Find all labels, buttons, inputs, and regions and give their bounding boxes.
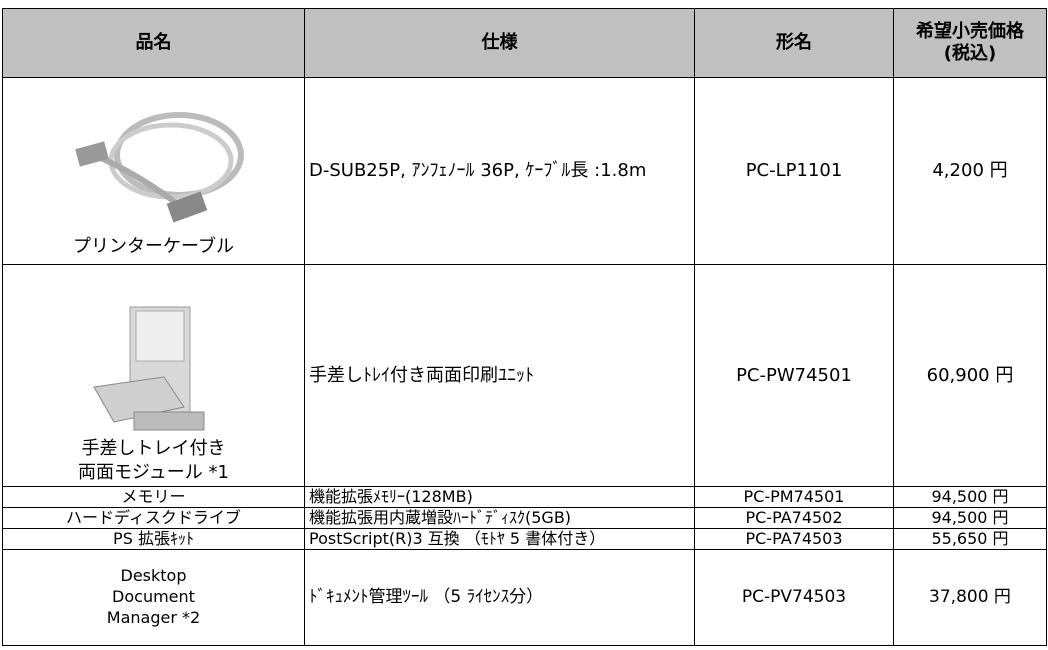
name-text: 両面モジュール *1 bbox=[78, 461, 229, 483]
row: PS 拡張ｷｯﾄ PostScript(R)3 互換 （ﾓﾄﾔ 5 書体付き） … bbox=[2, 528, 1047, 550]
price-cell: 4,200 円 bbox=[893, 77, 1047, 265]
model-cell: PC-PW74501 bbox=[694, 264, 894, 487]
row: メモリー 機能拡張ﾒﾓﾘｰ(128MB) PC-PM74501 94,500 円 bbox=[2, 486, 1047, 508]
name-cell: Desktop Document Manager *2 bbox=[2, 549, 305, 646]
price-cell: 60,900 円 bbox=[893, 264, 1047, 487]
name-text: プリンターケーブル bbox=[73, 235, 234, 257]
header-cell: 希望小売価格 (税込) bbox=[893, 8, 1047, 78]
spec-cell: ﾄﾞｷｭﾒﾝﾄ管理ﾂｰﾙ （5 ﾗｲｾﾝｽ分） bbox=[304, 549, 695, 646]
spec-cell: D-SUB25P, ｱﾝﾌｪﾉｰﾙ 36P, ｹｰﾌﾞﾙ長 :1.8m bbox=[304, 77, 695, 265]
header-cell: 形名 bbox=[694, 8, 894, 78]
model-cell: PC-LP1101 bbox=[694, 77, 894, 265]
spec-cell: PostScript(R)3 互換 （ﾓﾄﾔ 5 書体付き） bbox=[304, 528, 695, 550]
price-cell: 55,650 円 bbox=[893, 528, 1047, 550]
row: ハードディスクドライブ 機能拡張用内蔵増設ﾊｰﾄﾞﾃﾞｨｽｸ(5GB) PC-P… bbox=[2, 507, 1047, 529]
name-cell: PS 拡張ｷｯﾄ bbox=[2, 528, 305, 550]
name-cell: 手差しトレイ付き 両面モジュール *1 bbox=[2, 264, 305, 487]
row: Desktop Document Manager *2 ﾄﾞｷｭﾒﾝﾄ管理ﾂｰﾙ… bbox=[2, 549, 1047, 646]
header-line: 希望小売価格 bbox=[916, 21, 1024, 43]
cable-image bbox=[74, 111, 244, 223]
name-text: Manager *2 bbox=[106, 607, 201, 627]
model-cell: PC-PA74503 bbox=[694, 528, 894, 550]
model-cell: PC-PV74503 bbox=[694, 549, 894, 646]
name-cell: ハードディスクドライブ bbox=[2, 507, 305, 529]
name-text: Document bbox=[112, 587, 195, 607]
name-text: 手差しトレイ付き bbox=[81, 438, 226, 460]
name-cell: メモリー bbox=[2, 486, 305, 508]
header-cell: 品名 bbox=[2, 8, 305, 78]
header-row: 品名 仕様 形名 希望小売価格 (税込) bbox=[2, 8, 1047, 78]
spec-cell: 機能拡張ﾒﾓﾘｰ(128MB) bbox=[304, 486, 695, 508]
spec-cell: 手差しﾄﾚｲ付き両面印刷ﾕﾆｯﾄ bbox=[304, 264, 695, 487]
spec-cell: 機能拡張用内蔵増設ﾊｰﾄﾞﾃﾞｨｽｸ(5GB) bbox=[304, 507, 695, 529]
row: 手差しトレイ付き 両面モジュール *1 手差しﾄﾚｲ付き両面印刷ﾕﾆｯﾄ PC-… bbox=[2, 264, 1047, 487]
name-text: Desktop bbox=[120, 566, 187, 586]
price-cell: 94,500 円 bbox=[893, 486, 1047, 508]
model-cell: PC-PM74501 bbox=[694, 486, 894, 508]
name-cell: プリンターケーブル bbox=[2, 77, 305, 265]
duplex-image bbox=[92, 306, 204, 431]
model-cell: PC-PA74502 bbox=[694, 507, 894, 529]
header-line: (税込) bbox=[943, 43, 997, 64]
option-table: 品名 仕様 形名 希望小売価格 (税込) プリンターケーブル D-SUB25P, … bbox=[2, 8, 1047, 646]
row: プリンターケーブル D-SUB25P, ｱﾝﾌｪﾉｰﾙ 36P, ｹｰﾌﾞﾙ長 … bbox=[2, 77, 1047, 265]
header-cell: 仕様 bbox=[304, 8, 695, 78]
price-cell: 37,800 円 bbox=[893, 549, 1047, 646]
price-cell: 94,500 円 bbox=[893, 507, 1047, 529]
